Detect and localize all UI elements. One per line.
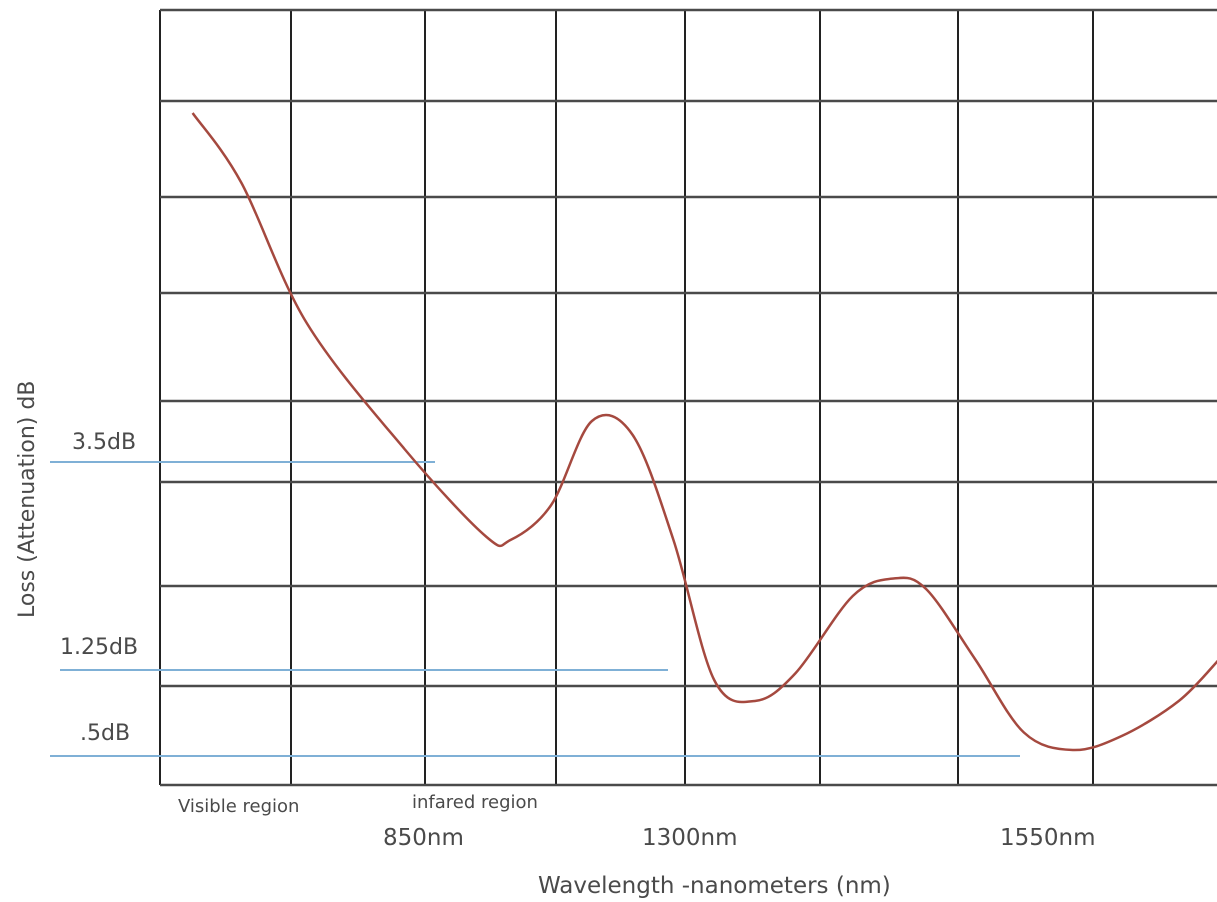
- x-axis-label: Wavelength -nanometers (nm): [538, 873, 891, 899]
- ref-label-0-5db: .5dB: [80, 721, 130, 746]
- series: [191, 112, 1217, 752]
- y-axis-label: Loss (Attenuation) dB: [15, 381, 40, 618]
- x-tick-label-850nm: 850nm: [383, 825, 464, 851]
- x-tick-label-1550nm: 1550nm: [1000, 825, 1096, 851]
- region-label-visible: Visible region: [178, 796, 299, 817]
- x-tick-label-1300nm: 1300nm: [642, 825, 738, 851]
- reference-lines: [50, 461, 1020, 757]
- ref-label-1-25db: 1.25dB: [60, 635, 138, 660]
- region-label-infrared: infared region: [412, 792, 538, 813]
- ref-label-3-5db: 3.5dB: [72, 430, 136, 455]
- grid: [159, 8, 1217, 787]
- series-line: [191, 112, 1217, 752]
